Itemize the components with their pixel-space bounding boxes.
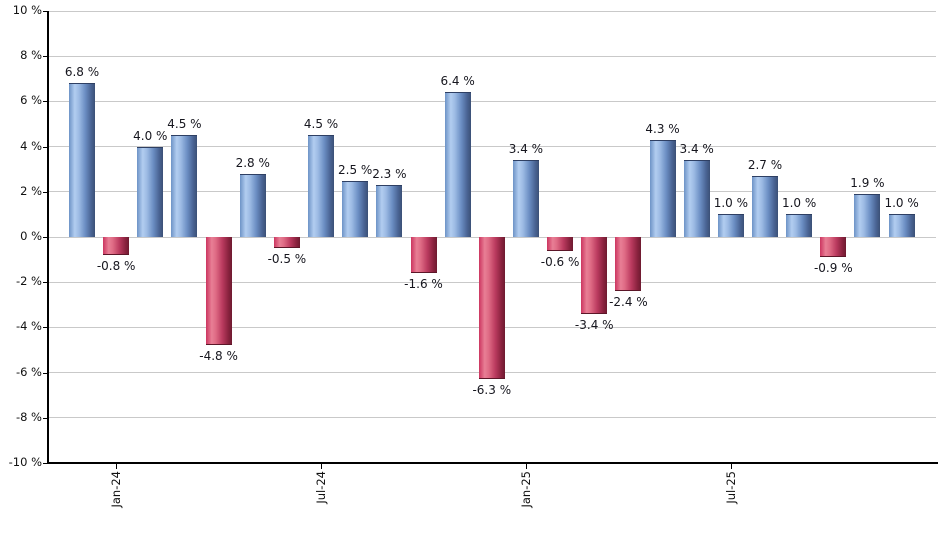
bar-value-label: 4.5 % [167,117,202,132]
bar-value-label: 2.8 % [235,155,270,170]
bar-negative [273,237,300,249]
x-axis-tick [116,464,118,469]
bar-negative [103,237,130,256]
y-axis-tick [43,282,48,284]
y-axis-tick [43,146,48,148]
bar-value-label: -3.4 % [574,317,614,332]
bar-value-label: 2.3 % [372,167,407,182]
bar-positive [137,146,164,237]
bar-positive [376,185,403,237]
bar-positive [854,194,881,237]
bar-positive [717,214,744,237]
gridline [48,146,936,148]
y-axis-tick-label: -10 % [8,455,42,469]
y-axis-tick-label: 10 % [12,3,42,17]
bar-value-label: -0.5 % [267,252,307,267]
y-axis-tick [43,372,48,374]
bar-negative [547,237,574,251]
bar-negative [581,237,608,314]
bar-value-label: 1.9 % [850,176,885,191]
bar-value-label: 4.5 % [303,117,339,132]
bar-negative [820,237,847,258]
gridline [48,191,936,193]
bar-negative [205,237,232,346]
bar-positive [512,160,539,237]
y-axis-tick-label: 4 % [20,138,42,153]
y-axis-tick-label: -6 % [15,364,42,379]
bar-positive [888,214,915,237]
y-axis-tick [43,11,48,12]
bar-positive [69,83,95,237]
bar-value-label: -6.3 % [472,383,512,398]
y-axis-tick-label: -8 % [15,409,42,424]
bar-value-label: 2.7 % [747,157,783,172]
y-axis-tick [43,237,48,238]
x-axis-tick [321,464,323,469]
gridline [48,55,936,57]
bar-positive [752,175,778,237]
bar-value-label: -0.9 % [813,261,853,276]
bar-value-label: 2.5 % [338,162,373,177]
bar-value-label: 6.8 % [64,65,100,80]
bar-value-label: 6.4 % [440,74,475,89]
bar-positive [308,135,335,237]
gridline [48,417,936,419]
bar-positive [239,173,266,237]
bar-value-label: -1.6 % [404,277,443,292]
y-axis-tick [43,417,48,419]
y-axis-tick [43,101,48,103]
bar-value-label: 1.0 % [781,196,817,211]
y-axis-tick-label: -2 % [15,274,42,289]
x-axis-line [47,462,938,464]
bar-value-label: 1.0 % [713,196,748,211]
bar-value-label: -0.8 % [96,259,136,274]
y-axis-line [47,11,49,463]
x-axis-tick-label: Jan-25 [518,471,533,508]
bar-value-label: 4.0 % [133,128,168,143]
bar-positive [683,160,710,237]
bar-positive [649,139,676,237]
y-axis-tick-label: 8 % [20,48,42,63]
bar-value-label: 3.4 % [508,142,544,157]
x-axis-tick-label: Jul-24 [314,471,329,504]
bar-value-label: 3.4 % [679,142,714,157]
y-axis-tick [43,327,48,329]
x-axis-tick-label: Jan-24 [109,471,124,508]
y-axis-tick-label: 6 % [20,93,42,108]
bar-negative [478,237,505,380]
y-axis-tick [43,56,48,58]
bar-value-label: -0.6 % [540,254,580,269]
gridline [48,100,936,102]
x-axis-tick-label: Jul-25 [723,471,738,504]
y-axis-tick [43,191,48,193]
bar-positive [342,180,369,237]
bar-value-label: -2.4 % [609,295,648,310]
bar-positive [444,92,471,237]
bar-negative [410,237,437,274]
gridline [48,10,936,12]
bar-value-label: 1.0 % [884,196,919,211]
y-axis-tick-label: 2 % [20,183,42,198]
y-axis-tick [43,463,48,464]
x-axis-tick [730,464,732,469]
bar-value-label: -4.8 % [199,349,238,364]
y-axis-tick-label: -4 % [15,319,42,334]
x-axis-tick [525,464,527,469]
y-axis-tick-label: 0 % [20,229,42,243]
bar-positive [171,135,198,237]
bar-value-label: 4.3 % [645,121,680,136]
bar-positive [786,214,813,237]
bar-negative [615,237,642,292]
